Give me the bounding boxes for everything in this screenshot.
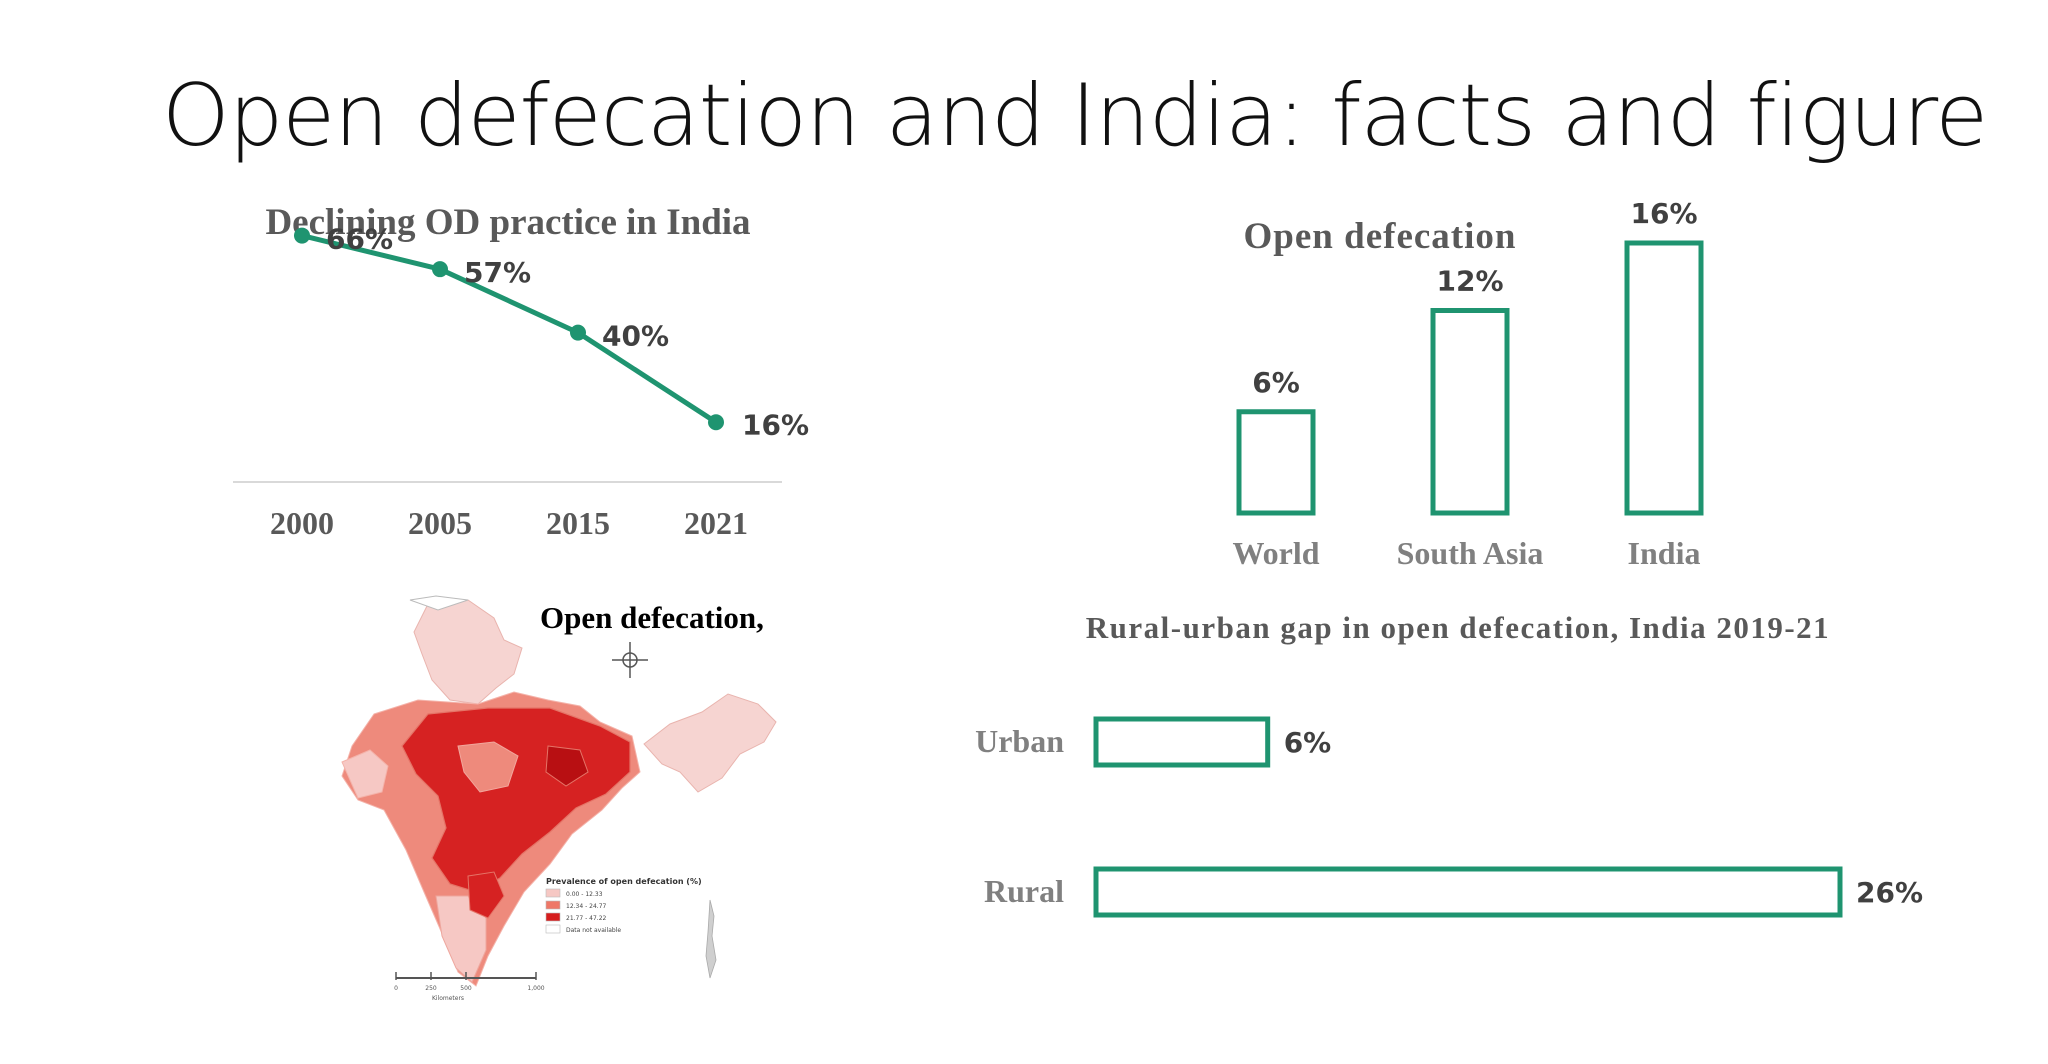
map-region-northeast — [643, 693, 777, 793]
map-legend-swatch — [545, 912, 561, 922]
line-chart-data-label: 57% — [464, 256, 531, 289]
map-legend-label: Data not available — [566, 927, 621, 934]
line-chart-x-tick-label: 2021 — [684, 505, 748, 541]
line-chart-point — [432, 261, 448, 278]
map-legend-label: 12.34 - 24.77 — [566, 903, 607, 910]
india-map-graphic: Prevalence of open defecation (%) 0.00 -… — [341, 595, 777, 1002]
map-region-central-2 — [457, 741, 519, 793]
map-scale-tick: 250 — [425, 985, 437, 992]
line-chart-x-tick-label: 2000 — [270, 505, 334, 541]
map-region-north — [413, 599, 523, 705]
map-scale-unit: Kilometers — [432, 995, 464, 1002]
map-legend: Prevalence of open defecation (%) 0.00 -… — [545, 877, 702, 934]
line-chart-point — [570, 324, 586, 341]
map-legend-label: 21.77 - 47.22 — [566, 915, 607, 922]
map-legend-title: Prevalence of open defecation (%) — [546, 877, 702, 886]
map-legend-label: 0.00 - 12.33 — [566, 891, 603, 898]
od-prevalence-map-panel: Open defecation, Prevalence of open defe… — [318, 595, 798, 1006]
map-title: Open defecation, — [540, 600, 764, 635]
map-region-central-3 — [545, 745, 589, 787]
line-chart-data-label: 40% — [602, 320, 669, 353]
map-region-south-dark — [467, 871, 505, 919]
map-legend-swatch — [545, 900, 561, 910]
map-scale-tick: 500 — [460, 985, 472, 992]
line-chart-x-tick-label: 2005 — [408, 505, 472, 541]
line-chart-x-tick-label: 2015 — [546, 505, 610, 541]
line-chart-data-label: 16% — [742, 408, 809, 441]
line-chart-series-line — [301, 233, 718, 425]
line-chart-point — [294, 227, 310, 244]
slide-title: Open defecation and India: facts and fig… — [162, 66, 1988, 166]
map-region-north-top — [409, 595, 469, 611]
line-chart-point — [708, 414, 724, 431]
map-region-islands — [705, 899, 717, 979]
line-chart-data-label: 66% — [326, 223, 393, 256]
line-chart-title: Declining OD practice in India — [265, 202, 750, 243]
map-scale-tick: 0 — [394, 985, 398, 992]
north-arrow-icon — [612, 642, 648, 678]
map-region-west — [341, 749, 389, 799]
map-scale-tick: 1,000 — [527, 985, 544, 992]
map-legend-swatch — [545, 888, 561, 898]
map-legend-swatch — [545, 924, 561, 934]
map-scale-bar: 0 250 500 1,000 Kilometers — [394, 972, 545, 1002]
